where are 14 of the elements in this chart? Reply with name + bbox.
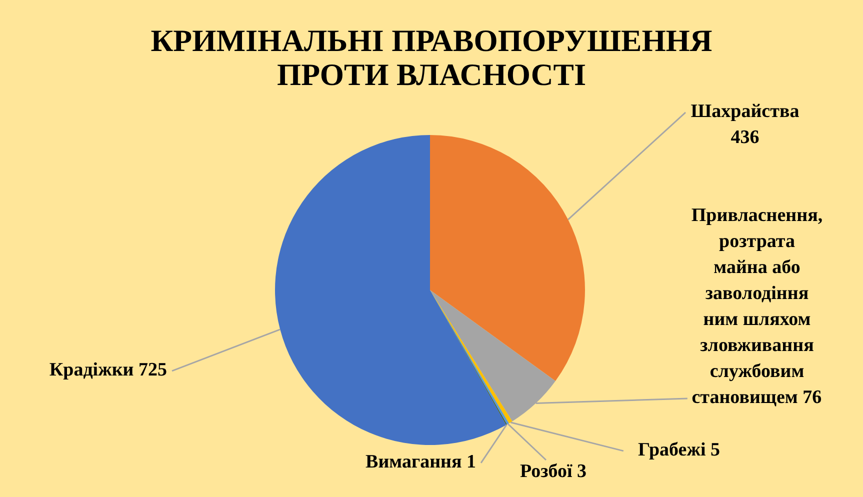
data-label: 1 (466, 452, 476, 472)
data-label: 76 (802, 387, 822, 408)
slice-label: Розбої (520, 461, 573, 482)
chart-title: КРИМІНАЛЬНІ ПРАВОПОРУШЕННЯ ПРОТИ ВЛАСНОСТІ (150, 23, 712, 92)
slice-label: Шахрайства (690, 101, 800, 122)
data-label: 3 (577, 461, 587, 482)
slice-label: Грабежі (638, 440, 706, 460)
data-label: 5 (710, 440, 720, 460)
slice-label: Крадіжки (49, 360, 134, 380)
pie-slice (430, 135, 585, 382)
pie-slice (275, 135, 506, 445)
data-label: 725 (138, 360, 167, 380)
slice-label: Вимагання (366, 452, 462, 472)
data-label: 436 (730, 127, 760, 148)
